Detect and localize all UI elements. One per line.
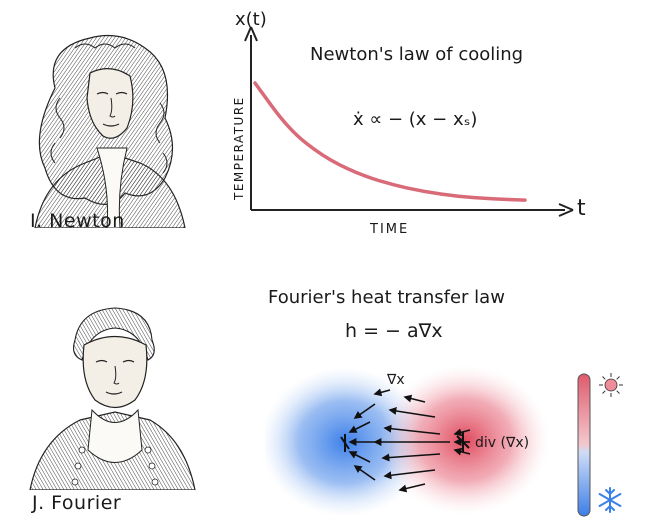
newton-caption: I. Newton [30, 210, 125, 232]
heat-flow-diagram: ∇x div (∇x) [265, 365, 550, 517]
cooling-title: Newton's law of cooling [310, 44, 523, 65]
newton-portrait [34, 35, 186, 228]
fourier-portrait [29, 307, 196, 490]
cooling-equation: ẋ ∝ − (x − xₛ) [353, 109, 477, 130]
source-sink-marks [340, 432, 470, 452]
y-axis-symbol: x(t) [235, 9, 267, 30]
fourier-title: Fourier's heat transfer law [268, 287, 505, 308]
x-axis-label: TIME [369, 222, 409, 237]
y-axis-arrow [244, 26, 258, 42]
divergence-label: div (∇x) [475, 435, 529, 451]
y-axis-label: TEMPERATURE [232, 96, 246, 201]
x-axis-arrow [558, 203, 574, 217]
thermometer-icon [577, 373, 591, 517]
x-axis-symbol: t [577, 196, 586, 221]
snowflake-icon [598, 487, 622, 513]
sun-icon [599, 373, 623, 397]
cooling-curve [253, 81, 527, 202]
fourier-caption: J. Fourier [32, 492, 122, 514]
cooling-chart: x(t) t TEMPERATURE TIME Newton's law of … [232, 9, 586, 237]
hot-region [380, 365, 550, 515]
cold-region [265, 367, 430, 517]
fourier-equation: h = − a∇x [345, 320, 443, 342]
gradient-label: ∇x [386, 372, 405, 388]
